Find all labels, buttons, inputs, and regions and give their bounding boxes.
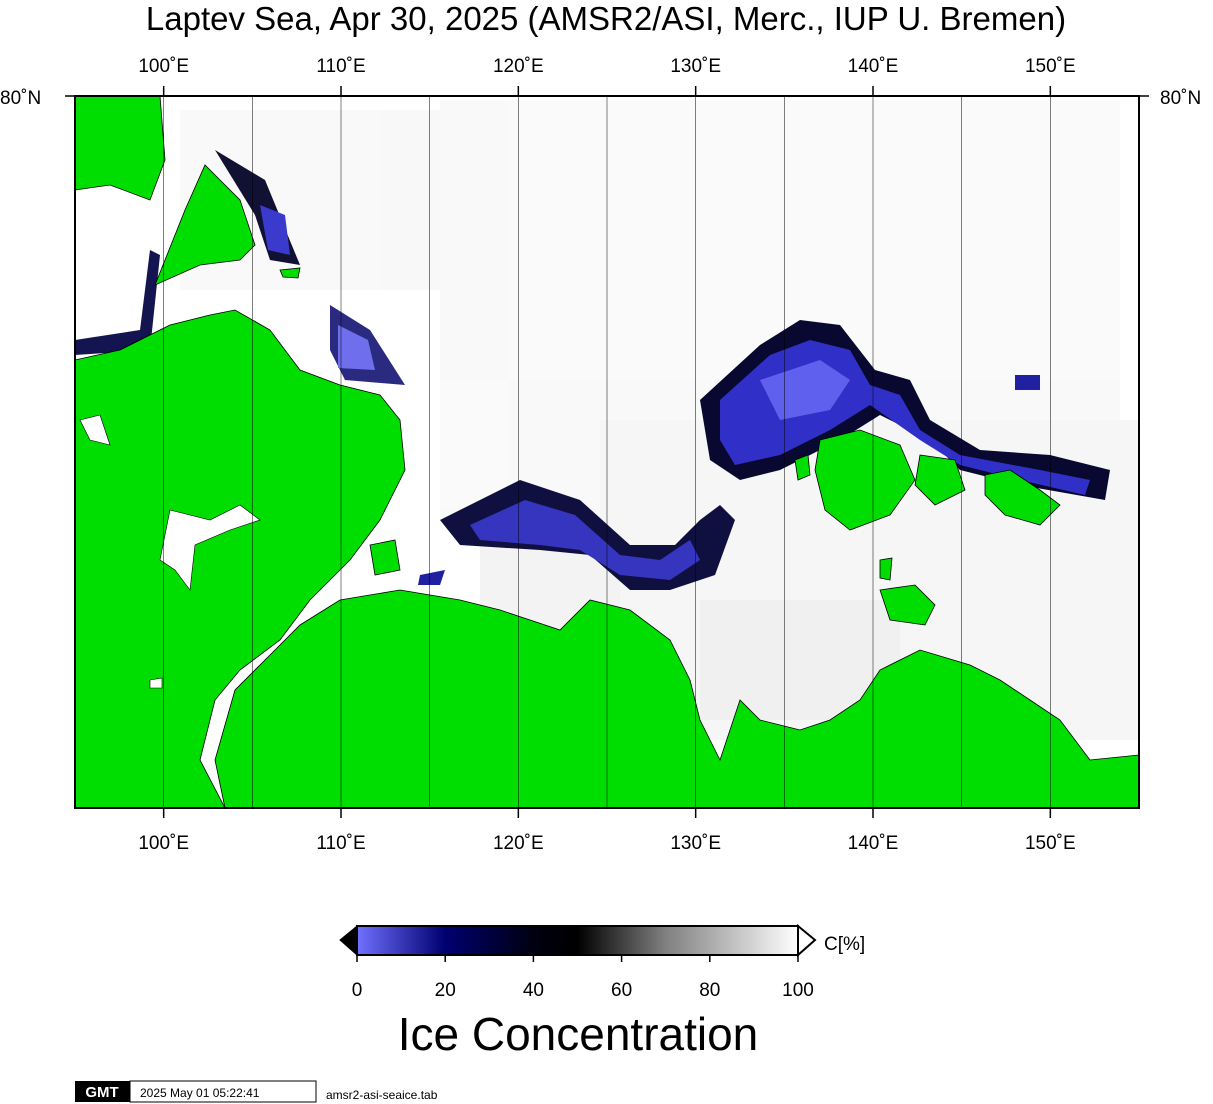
land-channels <box>79 414 261 689</box>
colorbar-unit: C[%] <box>824 934 865 955</box>
colorbar-ticks: 0 20 40 60 80 100 <box>352 955 814 1001</box>
timestamp-box <box>129 1080 317 1103</box>
land-severnaya-zemlya-east <box>154 164 256 286</box>
lon-label-top-120: 120˚E <box>493 56 544 77</box>
lon-label-bottom-150: 150˚E <box>1025 833 1076 854</box>
gmt-logo: GMT <box>85 1084 118 1101</box>
lon-label-bottom-100: 100˚E <box>138 833 189 854</box>
colorbar: 0 20 40 60 80 100 C[%] Ice Concentration <box>339 923 865 1060</box>
longitude-gridlines <box>163 96 1051 808</box>
land-island-3 <box>794 454 811 481</box>
lon-label-top-140: 140˚E <box>848 56 899 77</box>
colorbar-gradient-bar <box>356 925 799 956</box>
colorbar-low-arrow <box>339 924 358 957</box>
map-area <box>75 96 1139 808</box>
land-island-2 <box>879 584 936 626</box>
land-new-siberian-1 <box>814 429 916 531</box>
land-island-1 <box>369 539 401 576</box>
colorbar-tick-label-20: 20 <box>435 980 456 1001</box>
land-new-siberian-2 <box>914 454 966 506</box>
colorbar-tick-label-80: 80 <box>699 980 720 1001</box>
land-severnaya-zemlya-west <box>75 96 166 201</box>
gmt-timestamp: GMT 2025 May 01 05:22:41 amsr2-asi-seaic… <box>75 1080 438 1103</box>
lon-label-top-150: 150˚E <box>1025 56 1076 77</box>
lon-label-bottom-120: 120˚E <box>493 833 544 854</box>
land-island-4 <box>879 557 893 581</box>
colorbar-tick-label-40: 40 <box>523 980 544 1001</box>
lon-label-bottom-140: 140˚E <box>848 833 899 854</box>
colorbar-tick-label-0: 0 <box>352 980 363 1001</box>
land-siberia-coast <box>214 589 1139 808</box>
lat-label-right: 80˚N <box>1160 88 1201 109</box>
lon-label-top-110: 110˚E <box>316 56 365 77</box>
lon-label-top-130: 130˚E <box>670 56 721 77</box>
gmt-logo-box <box>75 1081 130 1102</box>
colorbar-tick-label-100: 100 <box>782 980 814 1001</box>
longitude-ticks: 100˚E 100˚E 110˚E 110˚E 120˚E 120˚E 130˚E 130˚E… <box>138 56 1075 854</box>
map-title: Laptev Sea, Apr 30, 2025 (AMSR2/ASI, Mer… <box>146 0 1066 37</box>
colorbar-high-arrow <box>797 923 817 958</box>
lon-label-top-100: 100˚E <box>138 56 189 77</box>
lon-label-bottom-110: 110˚E <box>316 833 365 854</box>
source-file-text: amsr2-asi-seaice.tab <box>326 1088 438 1102</box>
colorbar-tick-label-60: 60 <box>611 980 632 1001</box>
timestamp-text: 2025 May 01 05:22:41 <box>140 1086 260 1100</box>
low-ice-bands <box>75 150 1110 590</box>
map-border <box>74 95 1140 809</box>
colorbar-title: Ice Concentration <box>398 1008 759 1060</box>
land-island-5 <box>279 267 301 279</box>
lat-label-left: 80˚N <box>0 88 41 109</box>
land-new-siberian-3 <box>984 469 1061 526</box>
lon-label-bottom-130: 130˚E <box>670 833 721 854</box>
